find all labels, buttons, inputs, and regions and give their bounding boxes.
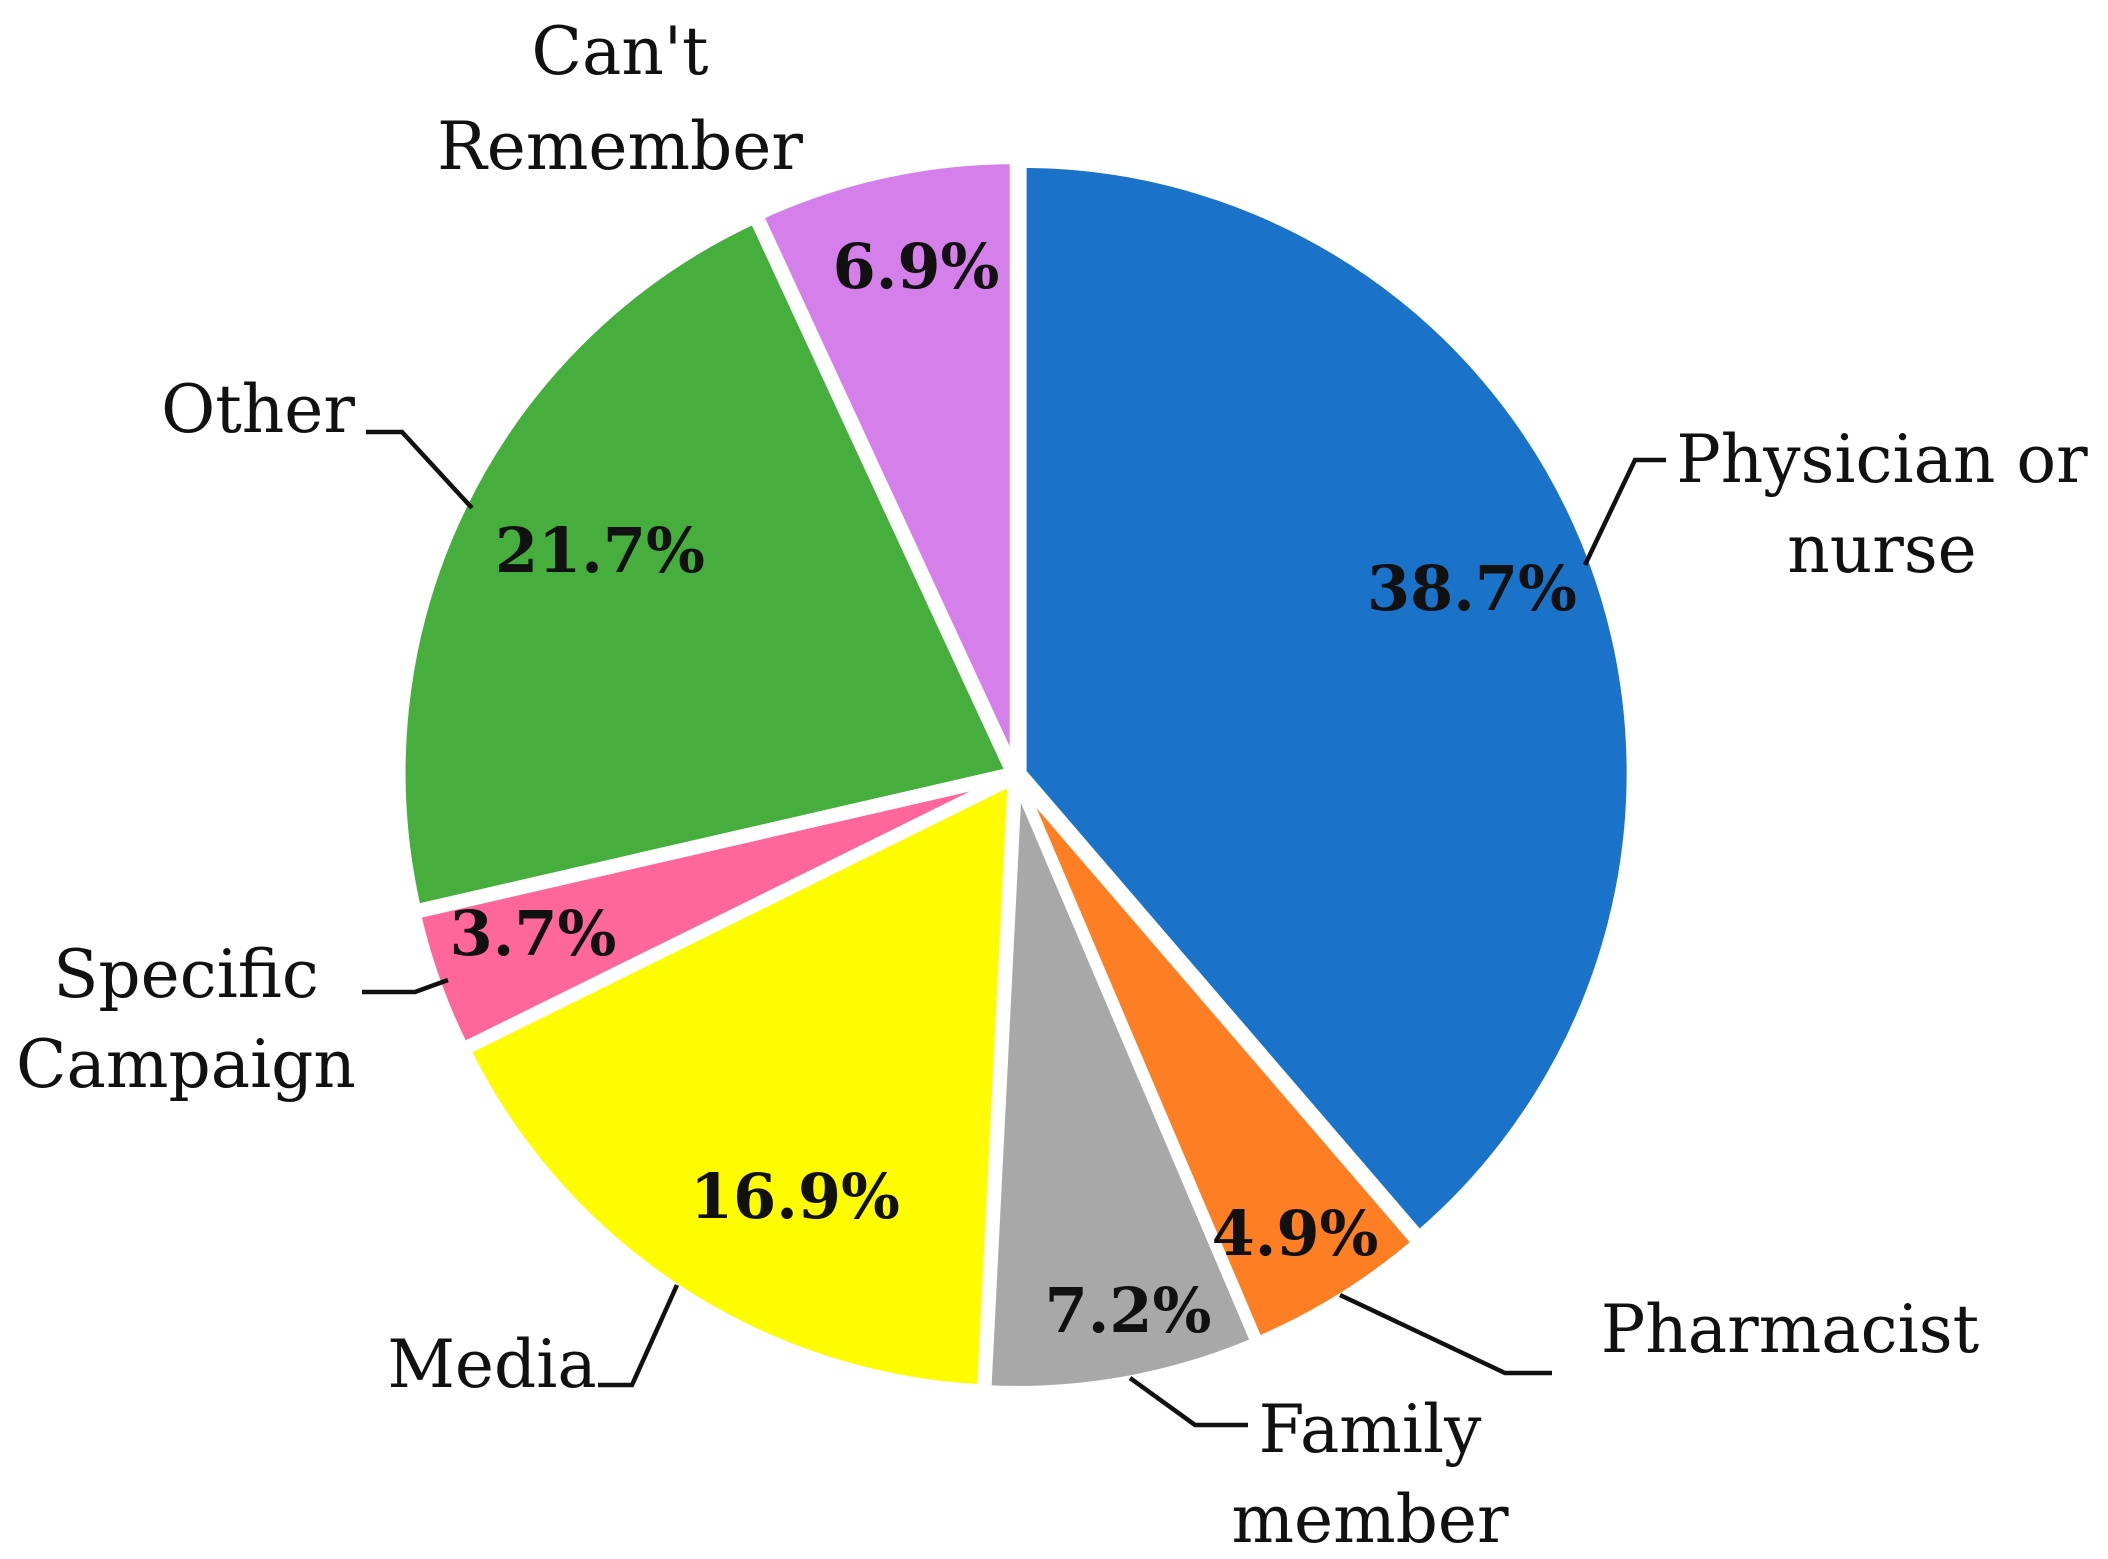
- pct-label-family-member: 7.2%: [1045, 1274, 1212, 1347]
- category-label-line: Remember: [437, 108, 803, 185]
- category-label-line: Can't: [531, 13, 708, 90]
- category-label-other: Other: [161, 371, 355, 448]
- category-label-line: Physician or: [1676, 421, 2088, 498]
- pie-slices: [395, 154, 1637, 1396]
- leader-line-pharmacist: [1339, 1292, 1552, 1376]
- pct-label-pharmacist: 4.9%: [1212, 1197, 1379, 1270]
- pct-label-media: 16.9%: [690, 1160, 900, 1233]
- leader-line-physician-or-nurse: [1582, 457, 1666, 566]
- category-label-pharmacist: Pharmacist: [1601, 1291, 1979, 1368]
- category-label-line: Media: [387, 1326, 596, 1403]
- category-label-line: Campaign: [16, 1026, 356, 1103]
- category-label-line: nurse: [1787, 511, 1977, 588]
- slice-media: [459, 771, 1019, 1395]
- category-label-line: Other: [161, 371, 355, 448]
- category-label-specific-campaign: Specific Campaign: [16, 936, 356, 1103]
- category-label-line: Family: [1259, 1391, 1482, 1468]
- pct-label-other: 21.7%: [495, 514, 705, 587]
- category-label-line: Pharmacist: [1601, 1291, 1979, 1368]
- category-label-can-t-remember: Can't Remember: [437, 13, 803, 185]
- leader-line-specific-campaign: [362, 977, 449, 995]
- pct-label-can-t-remember: 6.9%: [833, 230, 1000, 303]
- leader-lines: [362, 429, 1666, 1428]
- slice-other: [395, 212, 1018, 916]
- slice-pharmacist: [1014, 776, 1424, 1348]
- percentage-labels: 38.7% 4.9%7.2% 16.9% 3.7% 21.7% 6.9%: [450, 230, 1577, 1347]
- category-label-line: member: [1231, 1481, 1509, 1558]
- pct-label-physician-or-nurse: 38.7%: [1367, 552, 1577, 625]
- leader-line-media: [598, 1284, 680, 1388]
- pct-label-specific-campaign: 3.7%: [450, 897, 617, 970]
- slice-family-member: [981, 778, 1263, 1396]
- category-label-media: Media: [387, 1326, 596, 1403]
- leader-line-other: [366, 429, 474, 510]
- category-label-line: Specific: [53, 936, 319, 1013]
- slice-physician-or-nurse: [1016, 157, 1637, 1243]
- leader-line-family-member: [1128, 1376, 1248, 1428]
- category-label-family-member: Family member: [1231, 1391, 1509, 1558]
- slice-can-t-remember: [751, 154, 1020, 772]
- category-labels: Physician or nurse Pharmacist Family member M…: [16, 13, 2088, 1558]
- category-label-physician-or-nurse: Physician or nurse: [1676, 421, 2088, 588]
